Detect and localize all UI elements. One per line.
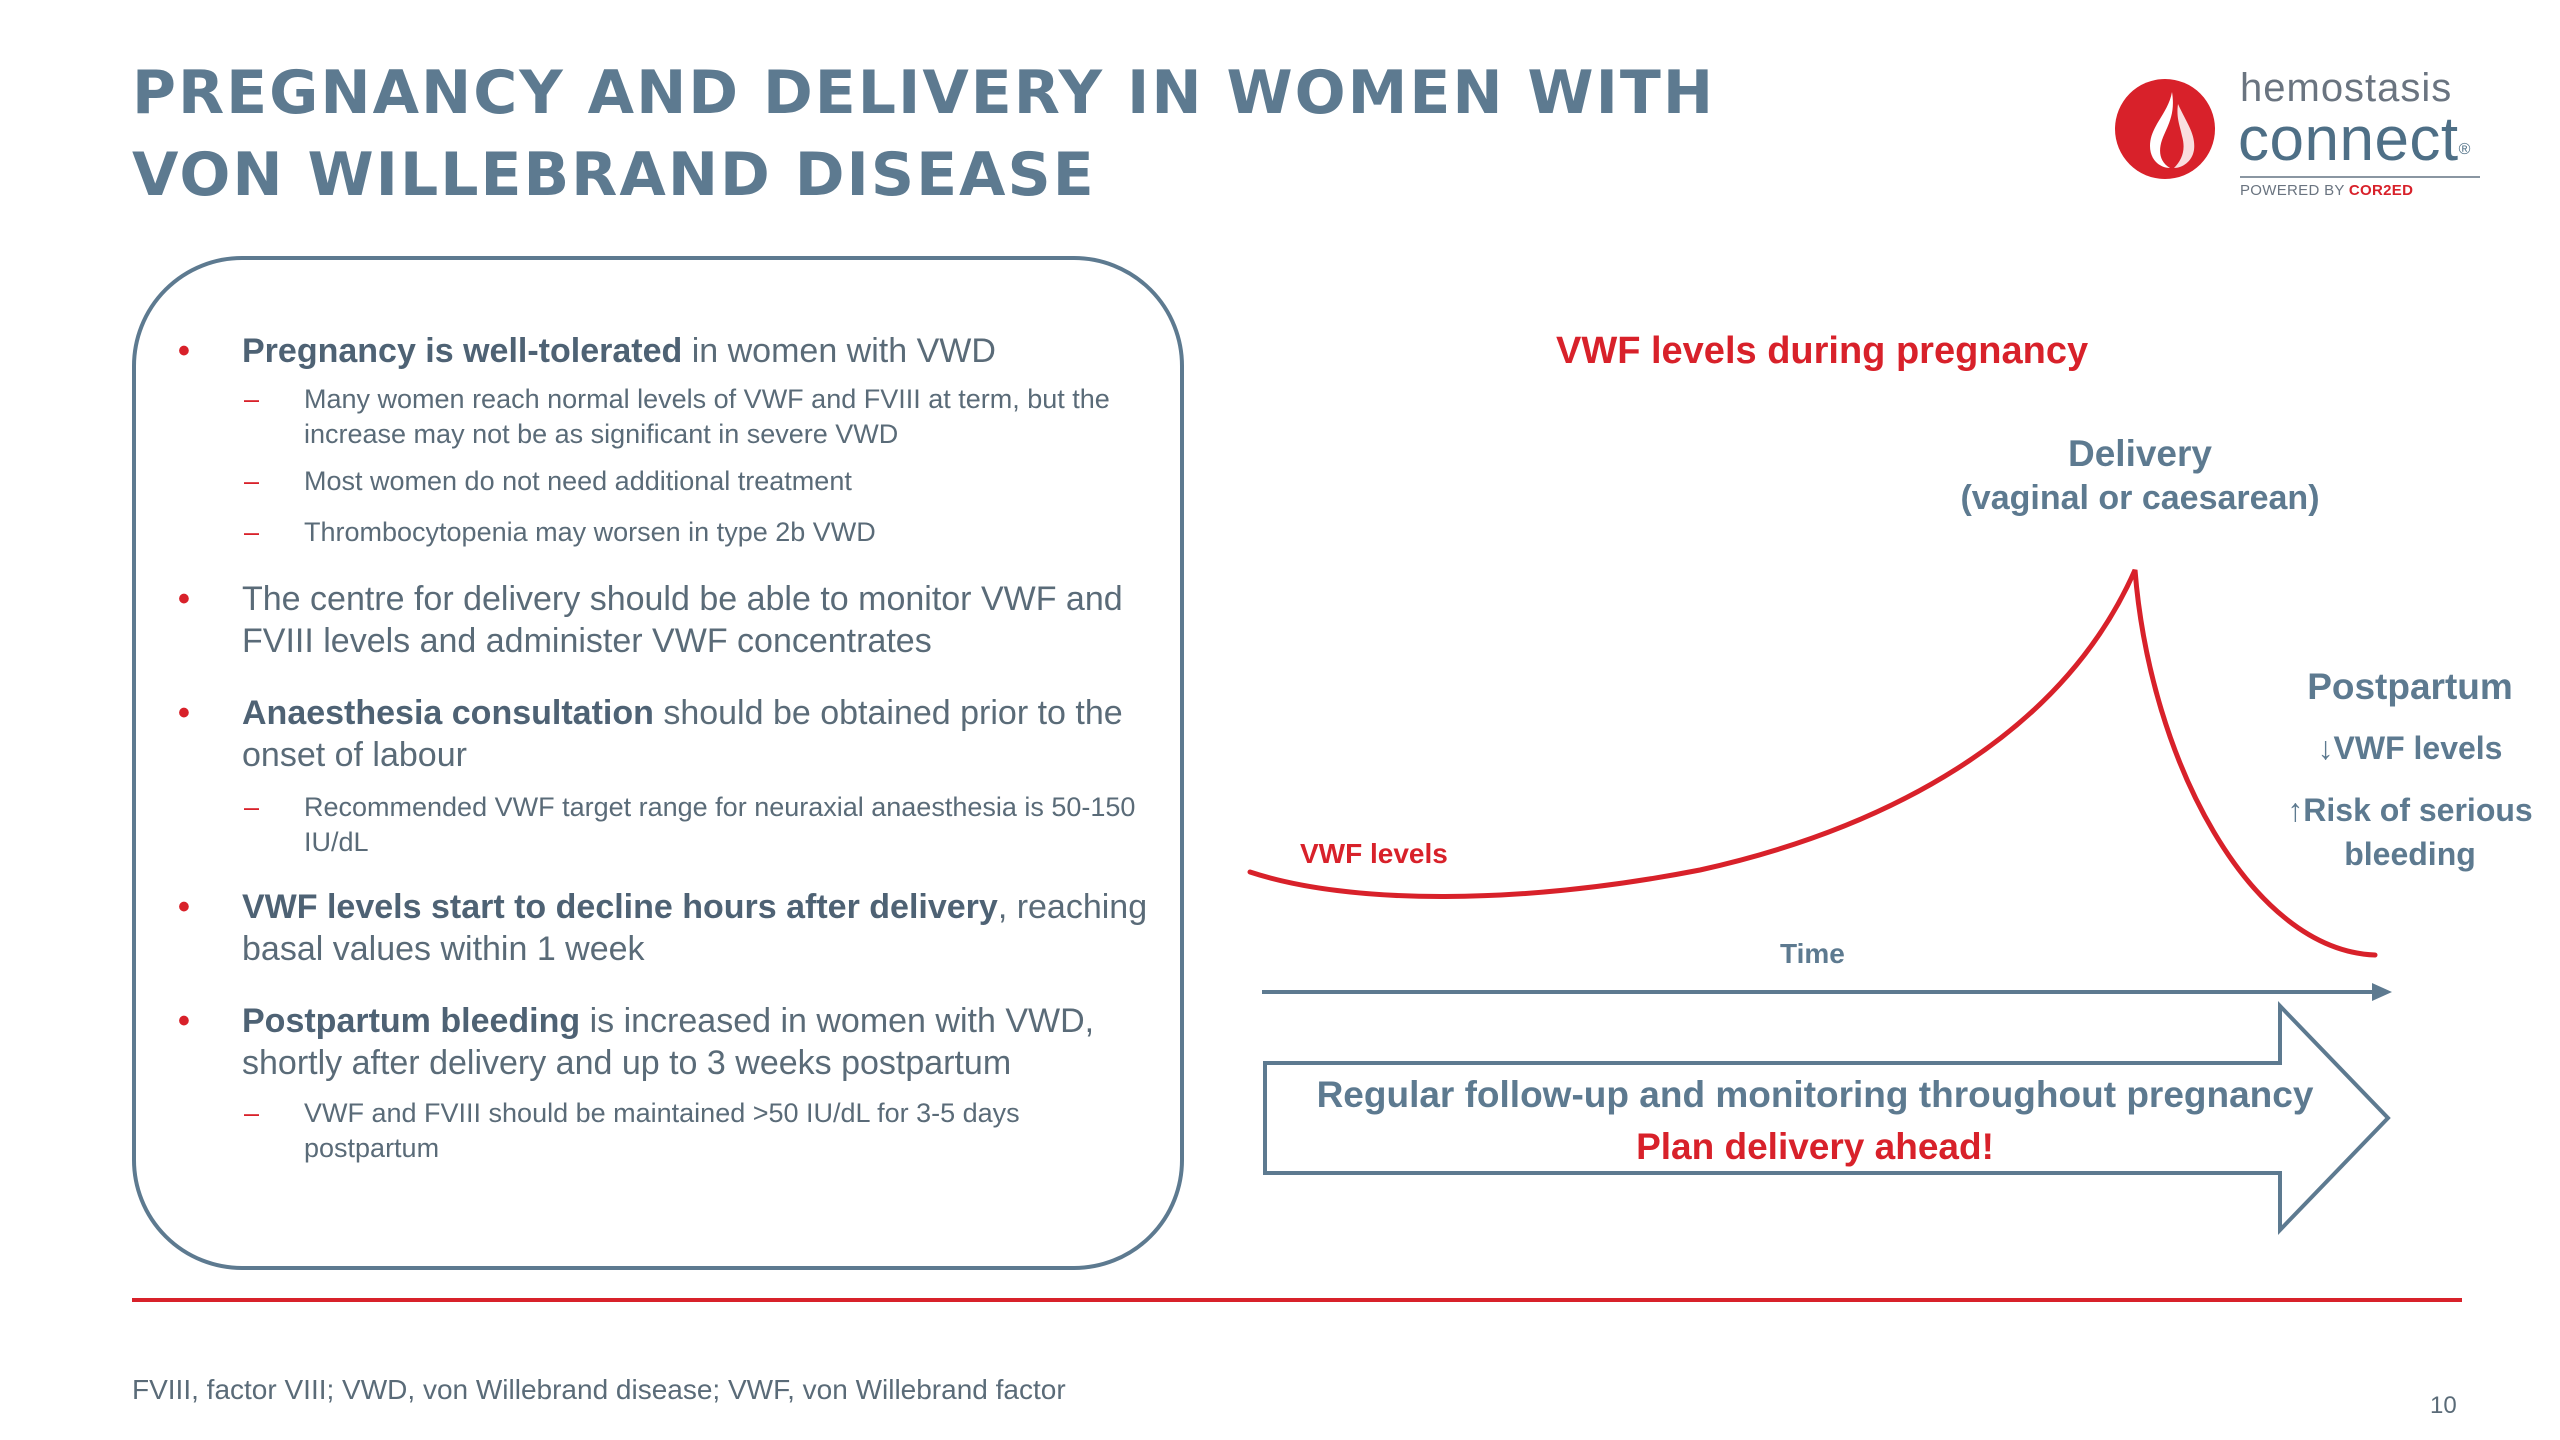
bullet-bold-text: Postpartum bleeding	[242, 1002, 581, 1040]
sub-bullet-normal-levels: – Many women reach normal levels of VWF …	[178, 382, 1158, 452]
bullet-bold-text: Pregnancy is well-tolerated	[242, 332, 683, 370]
logo-divider	[2240, 176, 2480, 178]
postpartum-risk-text: Risk of serious	[2303, 792, 2533, 828]
sub-bullet-marker: –	[244, 384, 260, 414]
vwf-curve	[1247, 568, 2378, 958]
bullet-marker: •	[178, 888, 190, 926]
bullet-vwf-decline: • VWF levels start to decline hours afte…	[178, 886, 1158, 970]
bullet-text: is increased in women with VWD, shortly …	[242, 1002, 1095, 1082]
bullet-marker: •	[178, 1002, 190, 1040]
postpartum-vwf-levels: ↓VWF levels	[2270, 726, 2550, 770]
abbreviations-footnote: FVIII, factor VIII; VWD, von Willebrand …	[132, 1374, 1066, 1405]
sub-bullet-marker: –	[244, 1098, 260, 1128]
blood-drop-logo-icon	[2115, 79, 2215, 179]
bullet-bold-text: Anaesthesia consultation	[242, 694, 654, 732]
bullet-marker: •	[178, 694, 190, 732]
sub-bullet-text: Most women do not need additional treatm…	[304, 466, 852, 496]
bullet-pregnancy-tolerated: • Pregnancy is well-tolerated in women w…	[178, 330, 1158, 372]
postpartum-label: Postpartum ↓VWF levels ↑Risk of serious …	[2270, 662, 2550, 876]
logo-powered-brand: COR2ED	[2348, 182, 2414, 199]
logo-word-hemostasis: hemostasis	[2240, 66, 2453, 110]
key-points-box	[132, 256, 1184, 1270]
banner-arrow-shape	[1263, 1001, 2391, 1235]
sub-bullet-thrombocytopenia: – Thrombocytopenia may worsen in type 2b…	[178, 515, 1158, 550]
sub-bullet-target-range: – Recommended VWF target range for neura…	[178, 790, 1158, 860]
sub-bullet-text: VWF and FVIII should be maintained >50 I…	[304, 1098, 1020, 1163]
diagram-title: VWF levels during pregnancy	[1556, 330, 2089, 372]
logo-powered-by: POWERED BY COR2ED	[2240, 182, 2413, 199]
postpartum-title: Postpartum	[2307, 666, 2513, 707]
hemostasis-connect-logo: hemostasis connect® POWERED BY COR2ED	[2110, 64, 2490, 214]
delivery-label: Delivery (vaginal or caesarean)	[1940, 432, 2340, 520]
bullet-delivery-centre: • The centre for delivery should be able…	[178, 578, 1158, 662]
bullet-anaesthesia: • Anaesthesia consultation should be obt…	[178, 692, 1158, 776]
time-axis-arrowhead-icon	[2372, 983, 2392, 1001]
sub-bullet-marker: –	[244, 517, 260, 547]
banner-text-plan-delivery: Plan delivery ahead!	[1636, 1126, 1994, 1167]
bullet-marker: •	[178, 332, 190, 370]
bullet-text: in women with VWD	[682, 332, 996, 370]
postpartum-risk: ↑Risk of serious	[2270, 788, 2550, 832]
up-arrow-icon: ↑	[2287, 792, 2304, 828]
sub-bullet-no-treatment: – Most women do not need additional trea…	[178, 464, 1158, 499]
bullet-postpartum-bleeding: • Postpartum bleeding is increased in wo…	[178, 1000, 1158, 1084]
delivery-subtitle: (vaginal or caesarean)	[1960, 479, 2320, 517]
banner-text-follow-up: Regular follow-up and monitoring through…	[1316, 1074, 2314, 1115]
logo-connect-text: connect	[2238, 105, 2459, 174]
bullet-text: The centre for delivery should be able t…	[242, 580, 1123, 660]
down-arrow-icon: ↓	[2317, 730, 2334, 766]
bullet-text: should be obtained prior to the onset of…	[242, 694, 1123, 774]
postpartum-risk-line-2: bleeding	[2344, 836, 2476, 872]
sub-bullet-text: Thrombocytopenia may worsen in type 2b V…	[304, 517, 876, 547]
postpartum-vwf-text: VWF levels	[2333, 730, 2503, 766]
logo-registered-mark: ®	[2458, 141, 2471, 158]
bullet-text: , reaching basal values within 1 week	[242, 888, 1148, 968]
time-axis-label: Time	[1780, 938, 1845, 969]
slide-title: PREGNANCY AND DELIVERY IN WOMEN WITH VON…	[132, 52, 1732, 216]
bullet-bold-text: VWF levels start to decline hours after …	[242, 888, 998, 926]
sub-bullet-text: Recommended VWF target range for neuraxi…	[304, 792, 1136, 857]
footer-divider	[132, 1298, 2462, 1302]
delivery-title: Delivery	[2068, 433, 2212, 474]
key-points-list: • Pregnancy is well-tolerated in women w…	[178, 330, 1158, 1166]
sub-bullet-text: Many women reach normal levels of VWF an…	[304, 384, 1110, 449]
sub-bullet-marker: –	[244, 792, 260, 822]
slide-title-line-2: VON WILLEBRAND DISEASE	[132, 140, 1096, 210]
slide-title-line-1: PREGNANCY AND DELIVERY IN WOMEN WITH	[132, 58, 1716, 128]
page-number: 10	[2430, 1392, 2457, 1419]
bullet-marker: •	[178, 580, 190, 618]
logo-powered-prefix: POWERED BY	[2240, 182, 2349, 199]
sub-bullet-marker: –	[244, 466, 260, 496]
sub-bullet-maintain-levels: – VWF and FVIII should be maintained >50…	[178, 1096, 1158, 1166]
curve-label: VWF levels	[1300, 838, 1448, 869]
logo-word-connect: connect®	[2238, 104, 2471, 176]
